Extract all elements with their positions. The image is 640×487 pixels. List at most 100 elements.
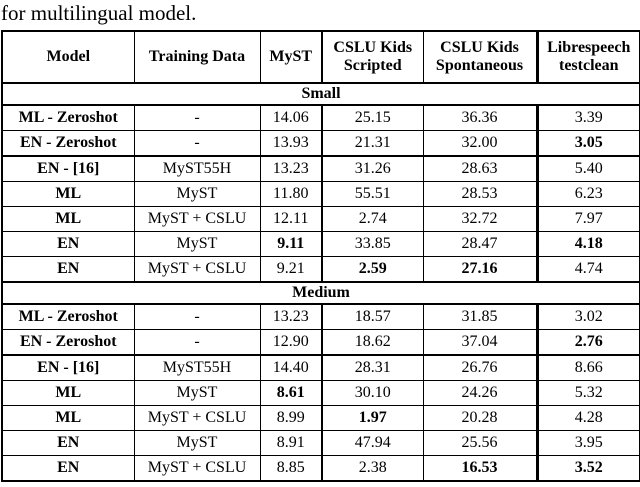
wer-librespeech-cell: 6.23 xyxy=(535,181,640,208)
section-title: Medium xyxy=(2,281,640,305)
wer-myst-cell: 14.06 xyxy=(259,104,323,132)
wer-cslu-scripted-cell: 18.62 xyxy=(321,329,424,356)
training-data-cell: MyST xyxy=(133,181,261,208)
model-cell: EN - [16] xyxy=(1,354,135,382)
wer-librespeech-cell: 3.52 xyxy=(535,455,640,482)
model-cell: EN xyxy=(1,455,135,482)
wer-cslu-spontaneous-cell: 28.47 xyxy=(422,231,538,258)
col-header-myst: MyST xyxy=(259,30,323,84)
wer-librespeech-cell: 3.39 xyxy=(535,104,640,132)
table-row: ML - Zeroshot - 14.06 25.15 36.36 3.39 xyxy=(1,104,640,132)
wer-myst-cell: 13.93 xyxy=(259,130,323,157)
training-data-cell: MyST55H xyxy=(133,354,261,382)
wer-cslu-spontaneous-cell: 37.04 xyxy=(422,329,538,356)
col-header-cslu-scripted: CSLU Kids Scripted xyxy=(321,30,424,84)
section-row-small: Small xyxy=(2,82,640,106)
wer-cslu-spontaneous-cell: 20.28 xyxy=(422,405,538,432)
wer-cslu-scripted-cell: 1.97 xyxy=(321,405,424,432)
table-row: ML MyST 8.61 30.10 24.26 5.32 xyxy=(1,380,640,407)
wer-cslu-scripted-cell: 47.94 xyxy=(321,430,424,457)
wer-myst-cell: 12.11 xyxy=(259,206,323,233)
col-header-model: Model xyxy=(1,30,135,84)
results-table: Model Training Data MyST CSLU Kids Script… xyxy=(1,30,640,483)
model-cell: EN xyxy=(1,256,135,283)
wer-cslu-scripted-cell: 2.38 xyxy=(321,455,424,482)
wer-myst-cell: 9.21 xyxy=(259,256,323,283)
wer-librespeech-cell: 4.18 xyxy=(535,231,640,258)
wer-librespeech-cell: 7.97 xyxy=(535,206,640,233)
wer-librespeech-cell: 5.32 xyxy=(535,380,640,407)
table-row: ML MyST + CSLU 8.99 1.97 20.28 4.28 xyxy=(1,405,640,432)
table-row: ML MyST + CSLU 12.11 2.74 32.72 7.97 xyxy=(1,206,640,233)
training-data-cell: MyST xyxy=(133,380,261,407)
training-data-cell: MyST xyxy=(133,231,261,258)
wer-cslu-spontaneous-cell: 31.85 xyxy=(422,303,538,331)
wer-myst-cell: 8.99 xyxy=(259,405,323,432)
wer-cslu-scripted-cell: 33.85 xyxy=(321,231,424,258)
table-row: EN MyST 9.11 33.85 28.47 4.18 xyxy=(1,231,640,258)
wer-cslu-spontaneous-cell: 25.56 xyxy=(422,430,538,457)
wer-librespeech-cell: 5.40 xyxy=(535,155,640,183)
table-row: ML - Zeroshot - 13.23 18.57 31.85 3.02 xyxy=(1,303,640,331)
wer-librespeech-cell: 3.95 xyxy=(535,430,640,457)
wer-librespeech-cell: 3.02 xyxy=(535,303,640,331)
training-data-cell: MyST + CSLU xyxy=(133,455,261,482)
wer-cslu-spontaneous-cell: 32.00 xyxy=(422,130,538,157)
wer-cslu-scripted-cell: 21.31 xyxy=(321,130,424,157)
wer-myst-cell: 11.80 xyxy=(259,181,323,208)
wer-cslu-scripted-cell: 18.57 xyxy=(321,303,424,331)
training-data-cell: - xyxy=(133,303,261,331)
model-cell: ML xyxy=(1,206,135,233)
model-cell: ML xyxy=(1,380,135,407)
model-cell: ML xyxy=(1,181,135,208)
training-data-cell: - xyxy=(133,104,261,132)
col-header-training-data: Training Data xyxy=(133,30,261,84)
wer-cslu-scripted-cell: 2.59 xyxy=(321,256,424,283)
wer-myst-cell: 8.85 xyxy=(259,455,323,482)
model-cell: EN xyxy=(1,430,135,457)
table-row: EN MyST + CSLU 9.21 2.59 27.16 4.74 xyxy=(1,256,640,283)
wer-cslu-spontaneous-cell: 36.36 xyxy=(422,104,538,132)
col-header-cslu-spontaneous: CSLU Kids Spontaneous xyxy=(422,30,538,84)
wer-myst-cell: 8.61 xyxy=(259,380,323,407)
model-cell: ML - Zeroshot xyxy=(1,104,135,132)
wer-myst-cell: 13.23 xyxy=(259,303,323,331)
training-data-cell: MyST xyxy=(133,430,261,457)
wer-cslu-spontaneous-cell: 26.76 xyxy=(422,354,538,382)
wer-cslu-spontaneous-cell: 16.53 xyxy=(422,455,538,482)
model-cell: EN xyxy=(1,231,135,258)
wer-cslu-scripted-cell: 28.31 xyxy=(321,354,424,382)
table-row: ML MyST 11.80 55.51 28.53 6.23 xyxy=(1,181,640,208)
wer-librespeech-cell: 4.74 xyxy=(535,256,640,283)
table-row: EN - Zeroshot - 12.90 18.62 37.04 2.76 xyxy=(1,329,640,356)
model-cell: ML - Zeroshot xyxy=(1,303,135,331)
wer-librespeech-cell: 8.66 xyxy=(535,354,640,382)
wer-cslu-spontaneous-cell: 28.63 xyxy=(422,155,538,183)
training-data-cell: MyST55H xyxy=(133,155,261,183)
table-caption: for multilingual model. xyxy=(1,1,197,25)
wer-cslu-scripted-cell: 31.26 xyxy=(321,155,424,183)
training-data-cell: - xyxy=(133,130,261,157)
wer-myst-cell: 9.11 xyxy=(259,231,323,258)
training-data-cell: MyST + CSLU xyxy=(133,256,261,283)
table-row: EN MyST + CSLU 8.85 2.38 16.53 3.52 xyxy=(1,455,640,482)
wer-cslu-spontaneous-cell: 24.26 xyxy=(422,380,538,407)
wer-librespeech-cell: 4.28 xyxy=(535,405,640,432)
wer-librespeech-cell: 2.76 xyxy=(535,329,640,356)
table-row: EN MyST 8.91 47.94 25.56 3.95 xyxy=(1,430,640,457)
table-row: EN - Zeroshot - 13.93 21.31 32.00 3.05 xyxy=(1,130,640,157)
wer-cslu-spontaneous-cell: 32.72 xyxy=(422,206,538,233)
training-data-cell: - xyxy=(133,329,261,356)
wer-cslu-scripted-cell: 2.74 xyxy=(321,206,424,233)
wer-cslu-scripted-cell: 25.15 xyxy=(321,104,424,132)
col-header-librespeech: Librespeech testclean xyxy=(535,30,640,84)
wer-cslu-spontaneous-cell: 28.53 xyxy=(422,181,538,208)
model-cell: EN - Zeroshot xyxy=(1,130,135,157)
model-cell: EN - Zeroshot xyxy=(1,329,135,356)
section-row-medium: Medium xyxy=(2,281,640,305)
training-data-cell: MyST + CSLU xyxy=(133,405,261,432)
wer-myst-cell: 8.91 xyxy=(259,430,323,457)
header-row: Model Training Data MyST CSLU Kids Script… xyxy=(1,30,640,84)
table-row: EN - [16] MyST55H 14.40 28.31 26.76 8.66 xyxy=(1,354,640,382)
wer-cslu-scripted-cell: 30.10 xyxy=(321,380,424,407)
